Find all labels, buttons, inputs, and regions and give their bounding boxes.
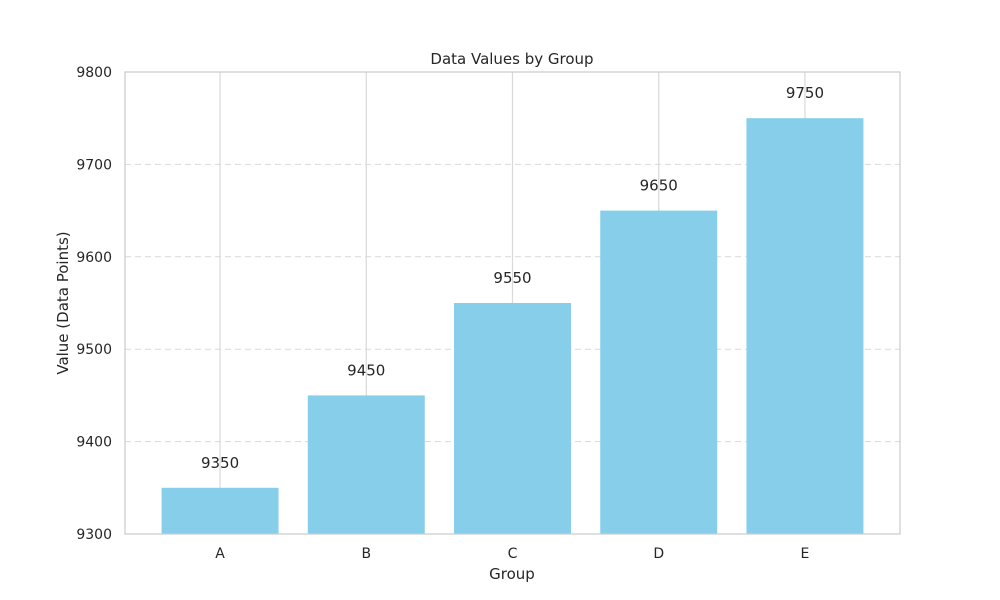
data-label: 9650: [640, 177, 678, 195]
y-tick-label: 9600: [76, 250, 112, 266]
y-tick-label: 9700: [76, 157, 112, 173]
x-tick-label: B: [361, 546, 371, 562]
data-label: 9750: [786, 84, 824, 102]
value-labels: 9350 9450 9550 9650 9750: [201, 84, 824, 472]
data-label: 9350: [201, 454, 239, 472]
bar-e: [746, 118, 864, 534]
x-tick-label: D: [653, 546, 664, 562]
x-axis-label: Group: [489, 565, 535, 583]
y-tick-label: 9800: [76, 65, 112, 81]
bar-c: [454, 303, 571, 534]
x-tick-labels: A B C D E: [215, 546, 809, 562]
x-tick-label: E: [801, 546, 810, 562]
y-axis-label: Value (Data Points): [54, 231, 72, 374]
y-tick-label: 9400: [76, 435, 112, 451]
x-tick-label: A: [215, 546, 225, 562]
bar-b: [307, 395, 425, 534]
data-label: 9550: [493, 269, 531, 287]
data-label: 9450: [347, 361, 385, 379]
bar-d: [600, 210, 718, 534]
y-tick-labels: 9300 9400 9500 9600 9700 9800: [76, 65, 112, 543]
bar-layer: [161, 118, 864, 534]
y-tick-label: 9300: [76, 527, 112, 543]
bar-a: [161, 487, 279, 534]
y-tick-label: 9500: [76, 342, 112, 358]
x-tick-label: C: [508, 546, 518, 562]
chart-title: Data Values by Group: [430, 50, 593, 68]
plot-frame: [124, 71, 901, 535]
